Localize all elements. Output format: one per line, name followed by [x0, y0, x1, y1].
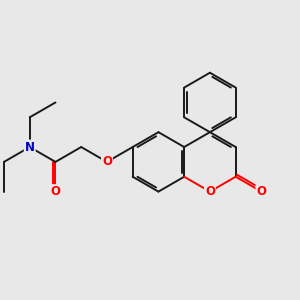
- Text: O: O: [205, 185, 215, 198]
- Text: O: O: [50, 185, 61, 198]
- Text: O: O: [102, 155, 112, 168]
- Text: N: N: [25, 140, 35, 154]
- Text: O: O: [256, 185, 266, 198]
